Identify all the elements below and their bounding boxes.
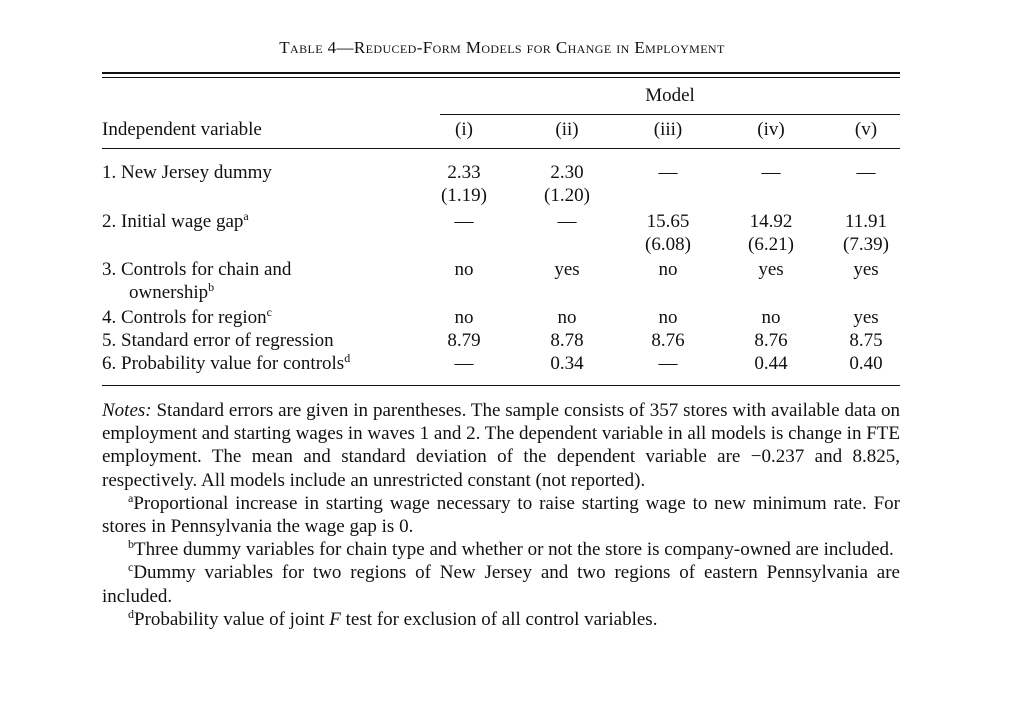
row-label-text: 4. Controls for region — [102, 307, 267, 328]
se-r1-c1: (1.19) — [441, 185, 487, 206]
row-label-text: 3. Controls for chain and — [102, 259, 292, 280]
column-header-iv: (iv) — [757, 119, 785, 140]
cell-r6-c3: — — [658, 353, 678, 374]
se-r2-c3: (6.08) — [645, 234, 691, 255]
cell-r4-c4: no — [761, 307, 781, 328]
footnote-marker: a — [243, 209, 249, 223]
cell-r2-c2: — — [557, 211, 577, 232]
cell-r6-c2: 0.34 — [550, 353, 584, 374]
cell-r1-c2: 2.30 — [550, 162, 584, 183]
footnote-marker: d — [344, 351, 351, 365]
cell-r6-c5: 0.40 — [849, 353, 883, 374]
cell-r5-c1: 8.79 — [447, 330, 481, 351]
row-label-controls-chain: 3. Controls for chain and ownershipb — [102, 258, 291, 304]
row-label-text: 2. Initial wage gap — [102, 211, 244, 232]
top-rule-thin — [102, 77, 900, 78]
footnote-a: aProportional increase in starting wage … — [102, 492, 900, 538]
notes-paragraph: Notes: Standard errors are given in pare… — [102, 399, 900, 492]
cell-r3-c4: yes — [758, 259, 784, 280]
top-rule-thick — [102, 72, 900, 74]
footnote-mark: c — [128, 560, 134, 575]
footnote-mark: b — [128, 537, 134, 552]
footnote-mark: a — [128, 490, 134, 505]
footnote-text: test for exclusion of all control variab… — [340, 608, 658, 630]
header-rule — [102, 148, 900, 149]
footnote-b: bThree dummy variables for chain type an… — [102, 538, 900, 561]
table-notes: Notes: Standard errors are given in pare… — [102, 399, 900, 631]
cell-r4-c3: no — [658, 307, 678, 328]
cell-r6-c4: 0.44 — [754, 353, 788, 374]
row-label-text: 5. Standard error of regression — [102, 330, 334, 351]
footnote-text: Probability value of joint — [134, 608, 330, 630]
cell-r1-c4: — — [761, 162, 781, 183]
cell-r1-c5: — — [856, 162, 876, 183]
row-label-controls-region: 4. Controls for regionc — [102, 306, 272, 329]
footnote-d: dProbability value of joint F test for e… — [102, 608, 900, 631]
footnote-text: Proportional increase in starting wage n… — [102, 492, 900, 538]
cell-r4-c5: yes — [853, 307, 879, 328]
cell-r3-c3: no — [658, 259, 678, 280]
model-underline — [440, 114, 900, 115]
footnote-mark: d — [128, 606, 134, 621]
footnote-text: Three dummy variables for chain type and… — [134, 539, 894, 561]
row-label-probability-value: 6. Probability value for controlsd — [102, 352, 350, 375]
model-header: Model — [645, 85, 695, 106]
cell-r5-c3: 8.76 — [651, 330, 685, 351]
row-label-continuation: ownership — [129, 282, 209, 303]
cell-r4-c2: no — [557, 307, 577, 328]
se-r1-c2: (1.20) — [544, 185, 590, 206]
cell-r5-c2: 8.78 — [550, 330, 584, 351]
notes-body: Standard errors are given in parentheses… — [102, 400, 900, 491]
column-header-iii: (iii) — [653, 119, 683, 140]
row-label-text: 6. Probability value for controls — [102, 353, 345, 374]
cell-r1-c3: — — [658, 162, 678, 183]
cell-r6-c1: — — [454, 353, 474, 374]
cell-r3-c2: yes — [554, 259, 580, 280]
column-header-i: (i) — [455, 119, 473, 140]
cell-r2-c1: — — [454, 211, 474, 232]
footnote-text-italic: F — [329, 608, 341, 630]
column-header-ii: (ii) — [555, 119, 579, 140]
bottom-rule — [102, 385, 900, 386]
cell-r3-c5: yes — [853, 259, 879, 280]
independent-variable-header: Independent variable — [102, 119, 262, 140]
cell-r3-c1: no — [454, 259, 474, 280]
notes-lead: Notes: — [102, 400, 152, 421]
cell-r5-c5: 8.75 — [849, 330, 883, 351]
table-title: Table 4—Reduced-Form Models for Change i… — [279, 38, 725, 57]
footnote-marker: c — [266, 305, 272, 319]
cell-r1-c1: 2.33 — [447, 162, 481, 183]
column-header-v: (v) — [854, 119, 878, 140]
cell-r4-c1: no — [454, 307, 474, 328]
row-label-new-jersey-dummy: 1. New Jersey dummy — [102, 161, 272, 184]
cell-r5-c4: 8.76 — [754, 330, 788, 351]
cell-r2-c3: 15.65 — [646, 211, 690, 232]
cell-r2-c4: 14.92 — [749, 211, 793, 232]
se-r2-c5: (7.39) — [843, 234, 889, 255]
cell-r2-c5: 11.91 — [844, 211, 888, 232]
footnote-c: cDummy variables for two regions of New … — [102, 561, 900, 607]
footnote-text: Dummy variables for two regions of New J… — [102, 562, 900, 607]
footnote-marker: b — [208, 280, 215, 294]
row-label-text: 1. New Jersey dummy — [102, 162, 272, 183]
row-label-initial-wage-gap: 2. Initial wage gapa — [102, 210, 249, 233]
se-r2-c4: (6.21) — [748, 234, 794, 255]
row-label-standard-error: 5. Standard error of regression — [102, 329, 334, 352]
